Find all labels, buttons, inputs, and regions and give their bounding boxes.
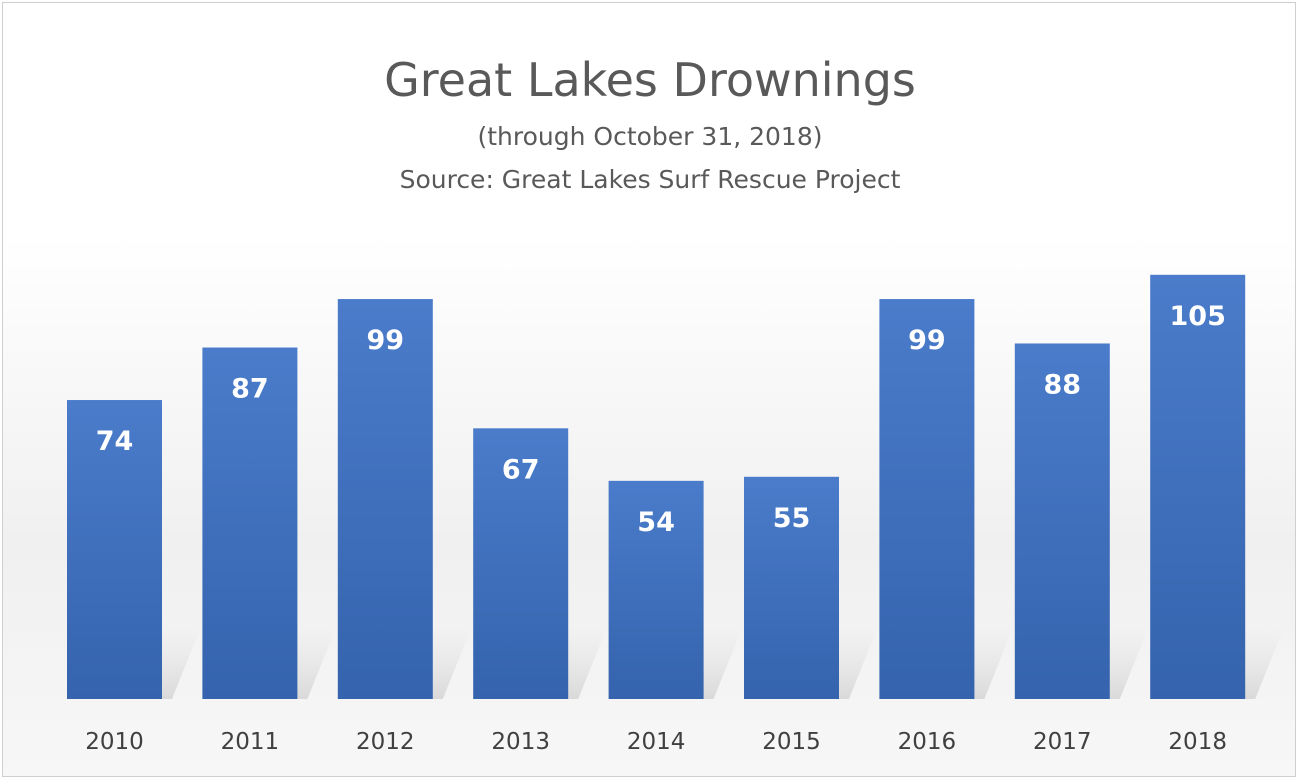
x-tick-label-2017: 2017	[1033, 729, 1092, 755]
bar-2018	[1150, 274, 1246, 699]
bar-2014	[608, 480, 704, 699]
data-label-2014: 54	[637, 507, 675, 538]
bar-2010	[67, 400, 162, 699]
x-tick-label-2012: 2012	[356, 729, 415, 755]
data-label-2010: 74	[96, 426, 134, 457]
data-label-2015: 55	[773, 503, 811, 534]
x-tick-label-2010: 2010	[85, 729, 144, 755]
bar-2012	[337, 299, 433, 699]
data-label-2017: 88	[1044, 369, 1082, 400]
bar-2011	[202, 347, 298, 699]
chart-title: Great Lakes Drownings	[384, 53, 916, 107]
x-tick-label-2011: 2011	[221, 729, 280, 755]
data-label-2016: 99	[908, 325, 946, 356]
bar-chart: Great Lakes Drownings (through October 3…	[67, 53, 1286, 755]
bar-2016	[879, 299, 975, 699]
data-label-2013: 67	[502, 454, 540, 485]
data-label-2012: 99	[367, 325, 405, 356]
bar-2017	[1014, 343, 1110, 699]
data-label-2011: 87	[231, 374, 269, 405]
x-tick-label-2018: 2018	[1168, 729, 1227, 755]
x-axis-ticks: 2010 2011 2012 2013 2014 2015 2016 2017 2018	[85, 729, 1227, 755]
bar-2013	[473, 428, 569, 699]
x-tick-label-2016: 2016	[898, 729, 957, 755]
bars	[67, 274, 1246, 699]
bar-2015	[744, 476, 839, 699]
x-tick-label-2013: 2013	[491, 729, 550, 755]
chart-source: Source: Great Lakes Surf Rescue Project	[400, 165, 901, 194]
data-labels: 74 87 99 67 54 55 99 88 105	[96, 301, 1226, 538]
data-label-2018: 105	[1170, 301, 1226, 332]
chart-subtitle: (through October 31, 2018)	[477, 122, 822, 151]
x-tick-label-2014: 2014	[627, 729, 686, 755]
x-tick-label-2015: 2015	[762, 729, 821, 755]
